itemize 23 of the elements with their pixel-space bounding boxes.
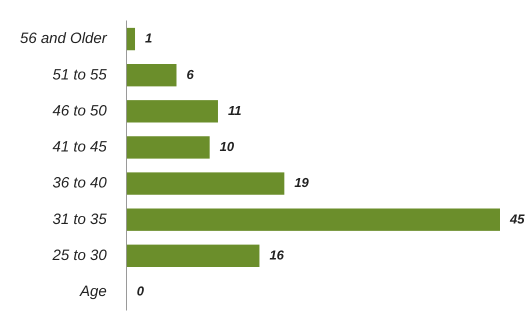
bar	[126, 136, 210, 159]
bar	[126, 64, 176, 86]
y-tick-label: Age	[79, 283, 107, 300]
y-tick-label: 56 and Older	[20, 30, 108, 48]
data-label: 11	[228, 102, 242, 118]
data-label: 16	[269, 247, 285, 262]
bar	[126, 28, 136, 50]
data-label: 1	[145, 30, 152, 46]
y-tick-label: 25 to 30	[52, 246, 108, 264]
y-tick-label: 31 to 35	[52, 210, 108, 228]
bar	[126, 100, 218, 123]
y-tick-label: 46 to 50	[52, 102, 108, 120]
y-tick-label: 41 to 45	[52, 138, 108, 156]
bar	[126, 244, 260, 268]
data-label: 10	[220, 139, 235, 154]
bar	[126, 208, 500, 231]
data-label: 6	[186, 66, 194, 82]
data-label: 45	[509, 211, 526, 226]
y-tick-label: 36 to 40	[52, 174, 108, 192]
bar	[126, 172, 284, 195]
data-label: 0	[136, 284, 145, 299]
data-label: 19	[294, 175, 310, 190]
y-tick-label: 51 to 55	[52, 66, 108, 84]
